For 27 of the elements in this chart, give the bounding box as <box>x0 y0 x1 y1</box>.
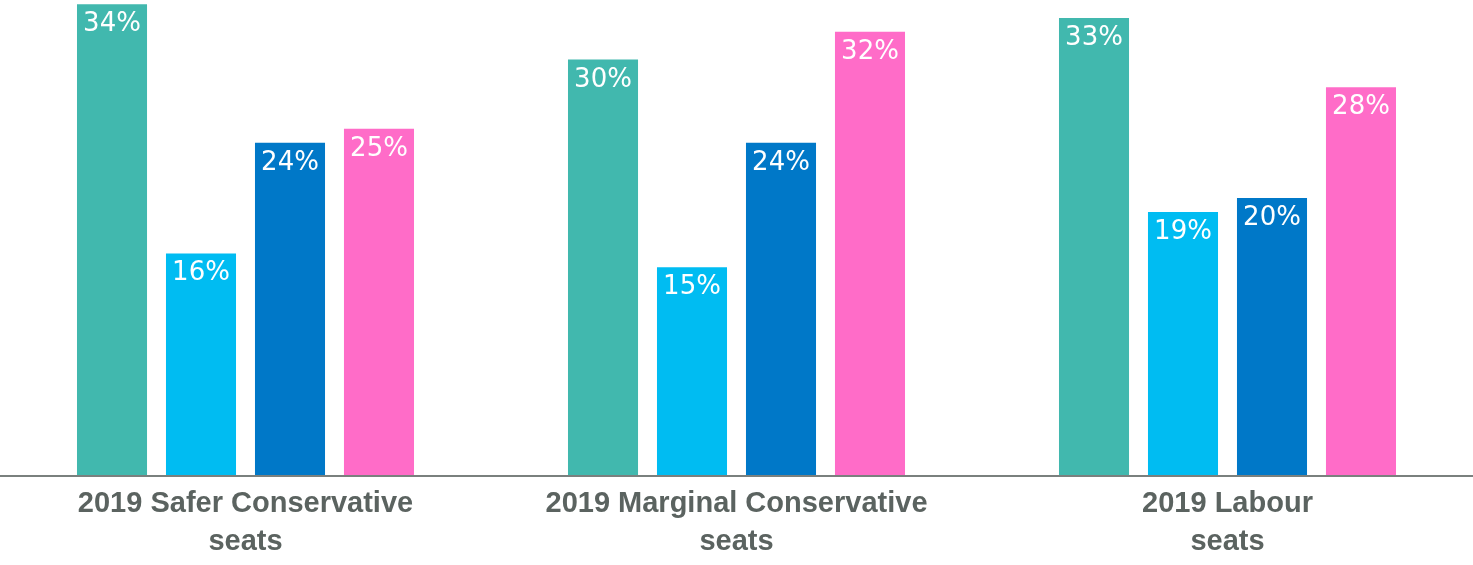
data-label: 20% <box>1243 201 1301 232</box>
data-label: 30% <box>574 62 632 93</box>
x-tick-label: 2019 Marginal Conservative seats <box>545 485 928 556</box>
x-tick-label: 2019 Labour seats <box>1142 485 1313 556</box>
bar <box>1058 18 1130 475</box>
bar <box>656 267 728 475</box>
bar <box>1147 211 1219 475</box>
bar <box>834 31 906 475</box>
data-label: 16% <box>172 256 230 287</box>
data-label: 24% <box>261 145 319 176</box>
data-label: 24% <box>752 145 810 176</box>
data-label: 34% <box>83 7 141 38</box>
data-label: 15% <box>663 270 721 301</box>
data-label: 19% <box>1154 214 1212 245</box>
bar <box>745 142 817 475</box>
bar <box>567 59 639 475</box>
bar <box>1325 87 1397 475</box>
bar <box>165 253 237 475</box>
data-label: 25% <box>350 131 408 162</box>
x-tick-label: 2019 Safer Conservative seats <box>77 485 414 556</box>
data-label: 32% <box>841 34 899 65</box>
bar <box>76 4 148 475</box>
data-label: 28% <box>1332 90 1390 121</box>
bar <box>254 142 326 475</box>
bar <box>343 128 415 475</box>
bar <box>1236 198 1308 475</box>
data-label: 33% <box>1065 21 1123 51</box>
